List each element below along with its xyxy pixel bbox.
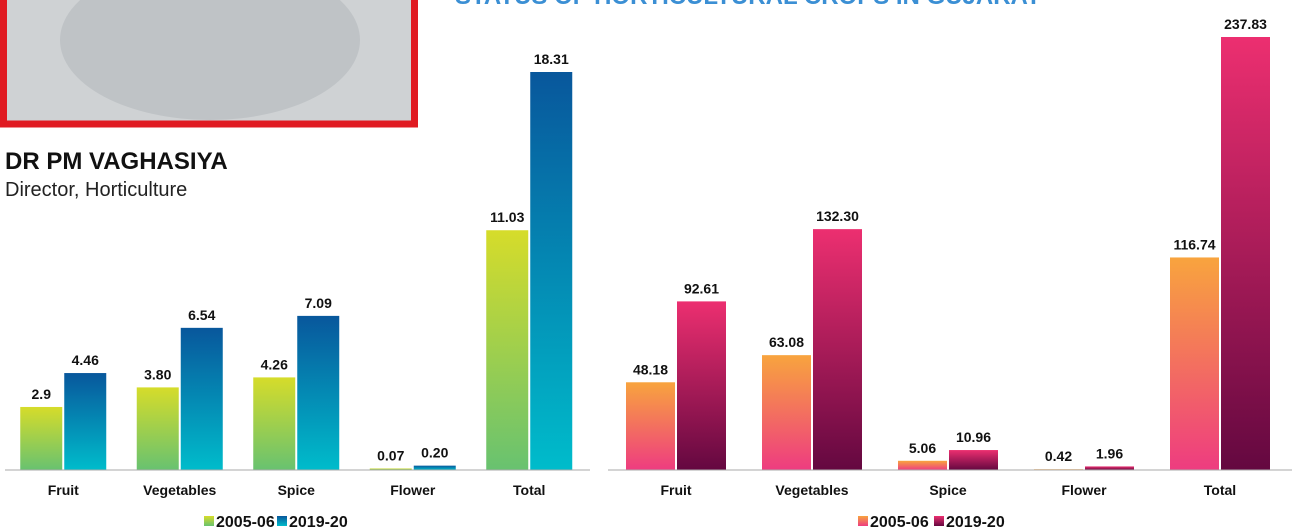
x-tick-label: Vegetables — [775, 482, 848, 498]
data-label: 0.20 — [421, 445, 448, 461]
data-label: 237.83 — [1224, 16, 1267, 32]
x-tick-label: Flower — [1061, 482, 1107, 498]
bar — [1085, 466, 1134, 470]
bar — [530, 72, 572, 470]
data-label: 5.06 — [909, 440, 936, 456]
data-label: 4.46 — [72, 352, 99, 368]
data-label: 7.09 — [305, 295, 332, 311]
legend-label: 2005-06 — [870, 514, 929, 531]
legend-label: 2019-20 — [289, 514, 348, 531]
data-label: 132.30 — [816, 208, 859, 224]
data-label: 6.54 — [188, 307, 215, 323]
bar — [486, 230, 528, 470]
legend-swatch — [277, 516, 287, 526]
x-tick-label: Fruit — [660, 482, 691, 498]
data-label: 48.18 — [633, 361, 668, 377]
bar — [762, 355, 811, 470]
bar — [414, 466, 456, 470]
bar — [898, 461, 947, 470]
data-label: 4.26 — [261, 356, 288, 372]
x-tick-label: Total — [1204, 482, 1236, 498]
x-tick-label: Fruit — [48, 482, 79, 498]
person-name: DR PM VAGHASIYA — [5, 148, 228, 175]
data-label: 10.96 — [956, 429, 991, 445]
data-label: 11.03 — [490, 209, 524, 225]
legend-label: 2005-06 — [216, 514, 275, 531]
bar — [253, 377, 295, 470]
data-label: 116.74 — [1173, 236, 1215, 252]
bar — [64, 373, 106, 470]
bar — [1170, 257, 1219, 470]
bar — [181, 328, 223, 470]
data-label: 2.9 — [32, 386, 52, 402]
bar — [949, 450, 998, 470]
x-tick-label: Total — [513, 482, 545, 498]
x-tick-label: Flower — [390, 482, 436, 498]
data-label: 1.96 — [1096, 445, 1123, 461]
bar — [677, 301, 726, 470]
bar — [137, 387, 179, 470]
data-label: 0.42 — [1045, 448, 1072, 464]
x-tick-label: Spice — [929, 482, 967, 498]
legend-label: 2019-20 — [946, 514, 1005, 531]
data-label: 92.61 — [684, 280, 719, 296]
legend-swatch — [858, 516, 868, 526]
legend-swatch — [204, 516, 214, 526]
x-tick-label: Spice — [278, 482, 316, 498]
data-label: 18.31 — [534, 51, 569, 67]
legend-swatch — [934, 516, 944, 526]
page: STATUS OF HORTICULTURAL CROPS IN GUJARAT… — [0, 0, 1296, 532]
bar — [626, 382, 675, 470]
data-label: 3.80 — [144, 366, 171, 382]
data-label: 63.08 — [769, 334, 804, 350]
bar — [20, 407, 62, 470]
x-tick-label: Vegetables — [143, 482, 216, 498]
bar — [297, 316, 339, 470]
person-role: Director, Horticulture — [5, 179, 187, 201]
chart-title: STATUS OF HORTICULTURAL CROPS IN GUJARAT — [455, 0, 1041, 10]
data-label: 0.07 — [377, 447, 404, 463]
bar — [813, 229, 862, 470]
bar — [1221, 37, 1270, 470]
